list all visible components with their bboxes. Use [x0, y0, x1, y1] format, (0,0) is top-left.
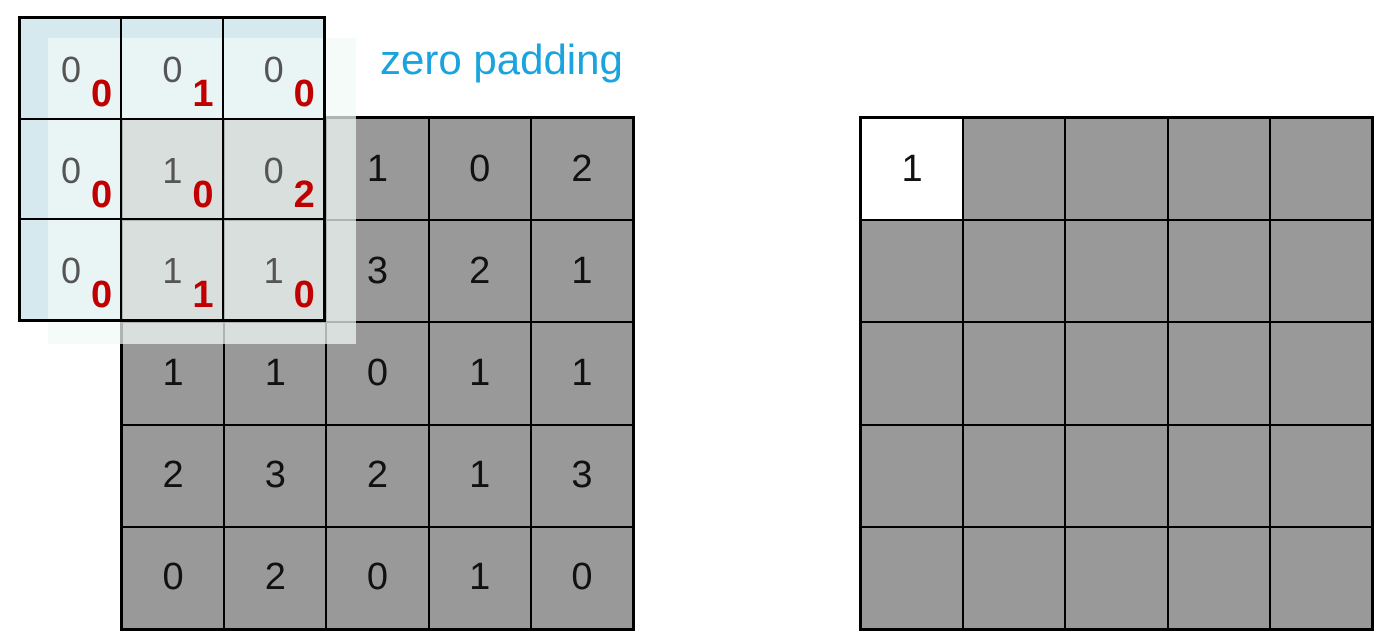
kernel-input-value: 0 [263, 49, 284, 90]
kernel-weight: 0 [91, 274, 113, 317]
input-cell: 1 [428, 526, 531, 629]
output-cell [963, 322, 1066, 425]
kernel-weight: 2 [293, 173, 315, 216]
input-cell: 2 [326, 424, 429, 527]
output-cell [1065, 424, 1168, 527]
output-cell [1167, 424, 1270, 527]
output-cell [1065, 118, 1168, 221]
kernel-input-value: 1 [162, 149, 183, 191]
output-cell [1167, 118, 1270, 221]
input-cell: 3 [530, 424, 633, 527]
output-cell [1167, 526, 1270, 629]
kernel-weight: 0 [91, 73, 113, 115]
output-cell [1167, 322, 1270, 425]
kernel-input-value: 0 [162, 49, 183, 90]
kernel-weight: 0 [293, 274, 315, 317]
output-matrix: 1 [859, 116, 1374, 631]
kernel-window-overlay [48, 38, 356, 344]
kernel-weight: 0 [91, 173, 113, 216]
output-cell [861, 220, 964, 323]
output-cell [1269, 118, 1372, 221]
kernel-input-value: 0 [61, 149, 82, 191]
kernel-input-value: 0 [263, 149, 284, 191]
input-cell: 0 [122, 526, 225, 629]
kernel-input-value: 0 [61, 250, 82, 292]
kernel-weight: 0 [192, 173, 214, 216]
kernel-weight: 1 [192, 73, 214, 115]
output-cell [1065, 526, 1168, 629]
kernel-input-value: 1 [263, 250, 284, 292]
output-cell-result: 1 [861, 118, 964, 221]
zero-padding-label: zero padding [380, 36, 623, 83]
output-cell [1065, 220, 1168, 323]
input-cell: 1 [428, 322, 531, 425]
input-cell: 1 [530, 220, 633, 323]
output-cell [861, 322, 964, 425]
input-cell: 2 [530, 118, 633, 221]
output-cell [1167, 220, 1270, 323]
output-cell [963, 118, 1066, 221]
input-cell: 2 [428, 220, 531, 323]
output-cell [963, 424, 1066, 527]
kernel-input-value: 0 [61, 49, 82, 90]
input-cell: 2 [224, 526, 327, 629]
output-cell [861, 424, 964, 527]
output-cell [963, 220, 1066, 323]
input-cell: 0 [428, 118, 531, 221]
input-cell: 0 [326, 526, 429, 629]
input-cell: 1 [428, 424, 531, 527]
output-cell [1269, 526, 1372, 629]
kernel-weight: 1 [192, 274, 214, 317]
input-cell: 2 [122, 424, 225, 527]
kernel-weight: 0 [293, 73, 315, 115]
kernel-input-value: 1 [162, 250, 183, 292]
output-cell [1269, 322, 1372, 425]
input-cell: 3 [224, 424, 327, 527]
output-cell [1065, 322, 1168, 425]
input-cell: 1 [530, 322, 633, 425]
output-cell [1269, 220, 1372, 323]
output-cell [1269, 424, 1372, 527]
output-cell [963, 526, 1066, 629]
input-cell: 0 [530, 526, 633, 629]
output-cell [861, 526, 964, 629]
